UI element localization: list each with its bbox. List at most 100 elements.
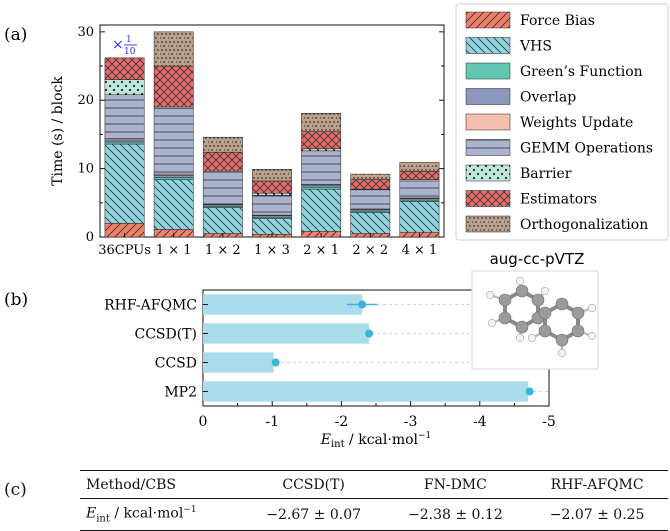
bar-segment: [400, 171, 439, 179]
carbon-atom: [516, 285, 528, 297]
molecule-inset: aug-cc-pVTZ: [472, 250, 598, 369]
x-axis-label-exp: −1: [418, 431, 431, 441]
carbon-atom: [539, 325, 551, 337]
hydrogen-atom: [588, 332, 596, 340]
row-label-main: E: [86, 506, 96, 522]
row-label-unit: / kcal·mol: [110, 506, 183, 522]
legend-label: VHS: [519, 39, 552, 55]
panel-label-b: (b): [4, 290, 28, 310]
y-tick-label: 20: [77, 93, 94, 108]
legend-swatch: [466, 140, 510, 156]
legend-label: Overlap: [520, 90, 576, 106]
bar-segment: [301, 187, 340, 189]
legend-a: Force Bias VHS Green’s Function Overlap Weig…: [456, 4, 668, 240]
data-point: [526, 388, 534, 396]
carbon-atom: [572, 307, 584, 319]
carbon-atom: [516, 321, 528, 333]
panel-label-c: (c): [4, 480, 27, 500]
bar-segment: [301, 151, 340, 185]
bar-segment: [351, 190, 390, 209]
legend-label: Orthogonalization: [520, 217, 648, 233]
table-header-ccsdt: CCSD(T): [243, 471, 385, 499]
legend-label: Force Bias: [520, 13, 595, 29]
carbon-atom: [539, 307, 551, 319]
table-header-afqmc: RHF-AFQMC: [526, 471, 668, 499]
table-header-method: Method/CBS: [80, 471, 243, 499]
bar-segment: [154, 32, 193, 66]
table-row: Eint / kcal·mol−1 −2.67 ± 0.07 −2.38 ± 0…: [80, 499, 668, 531]
x-tick-label-b: -2: [335, 414, 349, 430]
x-tick-label: 2 × 2: [352, 243, 388, 258]
x-tick-label-b: -3: [404, 414, 418, 430]
bar-segment: [301, 189, 340, 231]
bar-segment: [154, 175, 193, 177]
bar-segment: [154, 108, 193, 174]
legend-label: GEMM Operations: [520, 141, 653, 157]
category-label: CCSD: [155, 356, 197, 372]
x-tick-label-b: -5: [542, 414, 556, 430]
carbon-atom: [499, 312, 511, 324]
bar-segment: [154, 66, 193, 107]
row-label-exp: −1: [183, 505, 196, 515]
hydrogen-atom: [488, 319, 496, 327]
bar-segment: [105, 144, 144, 223]
x-axis-label-sub: int: [331, 439, 345, 450]
bar-segment: [203, 152, 242, 171]
row-label-sub: int: [96, 513, 110, 524]
legend-swatch: [466, 165, 510, 181]
bar-segment: [105, 80, 144, 95]
scale-annotation: × 1 10: [112, 35, 137, 57]
bar-segment: [252, 219, 291, 235]
carbon-atom: [556, 334, 568, 346]
table-row-label: Eint / kcal·mol−1: [80, 499, 243, 531]
panel-label-a: (a): [4, 25, 27, 45]
bar-segment: [301, 149, 340, 151]
hydrogen-atom: [588, 304, 596, 312]
y-tick-label: 10: [77, 162, 94, 177]
bar-segment: [351, 180, 390, 190]
category-label: MP2: [164, 385, 197, 401]
x-axis-label-b: Eint / kcal·mol−1: [320, 431, 432, 450]
bar-segment: [400, 181, 439, 198]
hydrogen-atom: [516, 334, 524, 342]
table-cell-fndmc: −2.38 ± 0.12: [385, 499, 527, 531]
bar-segment: [301, 113, 340, 131]
table-cell-ccsdt: −2.67 ± 0.07: [243, 499, 385, 531]
scale-denominator: 10: [124, 47, 136, 57]
x-tick-label: 36CPUs: [98, 243, 151, 258]
bar-segment: [252, 181, 291, 193]
data-point: [272, 359, 280, 367]
x-tick-label-b: -1: [265, 414, 279, 430]
legend-swatch: [466, 191, 510, 207]
legend-swatch: [466, 38, 510, 54]
data-point: [365, 330, 373, 338]
category-label: CCSD(T): [134, 327, 197, 343]
legend-label: Weights Update: [520, 115, 633, 131]
bar-segment: [105, 140, 144, 142]
legend-swatch: [466, 63, 510, 79]
bar-segment: [351, 212, 390, 233]
bar-segment: [154, 180, 193, 230]
horizontal-bar-chart: RHF-AFQMC CCSD(T) CCSD MP2 0 -1 -2 -3 -4 -5 Eint…: [104, 250, 598, 450]
scale-numerator: 1: [126, 35, 132, 45]
scale-prefix: ×: [112, 37, 124, 53]
h-bar: [203, 381, 528, 401]
bar-segment: [301, 185, 340, 187]
category-labels-b: RHF-AFQMC CCSD(T) CCSD MP2: [104, 298, 208, 401]
category-label: RHF-AFQMC: [104, 298, 197, 314]
legend-swatch: [466, 12, 510, 28]
carbon-atom: [572, 325, 584, 337]
legend-label: Green’s Function: [520, 64, 643, 80]
bar-segment: [400, 201, 439, 232]
x-tick-label-b: 0: [199, 414, 208, 430]
results-table: Method/CBS CCSD(T) FN-DMC RHF-AFQMC Eint…: [80, 470, 668, 531]
stacked-bar-chart: 0 10 20 30 36CPUs 1 × 1 1 × 2 1 × 3 2 × 1 2 × 2 4…: [50, 25, 444, 258]
bar-segment: [252, 169, 291, 181]
hydrogen-atom: [541, 287, 549, 295]
legend-swatch: [466, 216, 510, 232]
bars-a: [105, 32, 439, 237]
x-tick-label-b: -4: [473, 414, 487, 430]
carbon-atom: [556, 298, 568, 310]
y-axis-label-a: Time (s) / block: [50, 76, 66, 186]
